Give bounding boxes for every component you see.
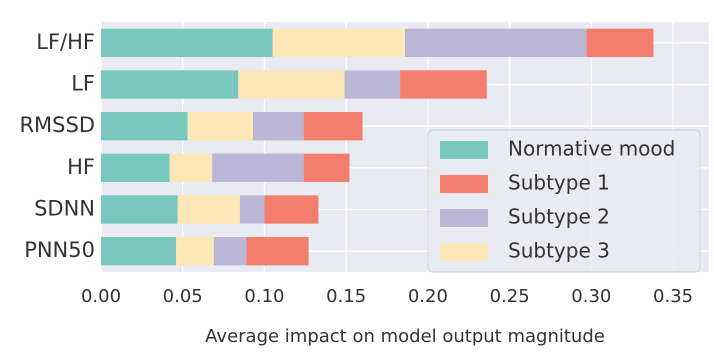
x-tick-label: 0.00 bbox=[81, 286, 121, 307]
legend-label: Subtype 2 bbox=[508, 205, 610, 229]
y-tick-label: PNN50 bbox=[24, 238, 95, 262]
x-axis-label: Average impact on model output magnitude bbox=[205, 326, 605, 347]
bar-segment bbox=[253, 112, 304, 141]
bar-segment bbox=[586, 28, 654, 57]
x-tick-label: 0.05 bbox=[163, 286, 203, 307]
legend-swatch bbox=[440, 209, 488, 227]
x-tick-label: 0.20 bbox=[408, 286, 448, 307]
y-tick-label: HF bbox=[67, 155, 95, 179]
bar-segment bbox=[344, 70, 401, 99]
legend-swatch bbox=[440, 141, 488, 159]
bar-segment bbox=[303, 112, 363, 141]
bar-segment bbox=[101, 237, 177, 266]
bar-segment bbox=[101, 28, 273, 57]
x-tick-label: 0.15 bbox=[326, 286, 366, 307]
bar-segment bbox=[176, 237, 214, 266]
x-tick-label: 0.35 bbox=[653, 286, 693, 307]
bar-segment bbox=[101, 153, 170, 182]
bar-segment bbox=[177, 195, 240, 224]
bar-segment bbox=[187, 112, 253, 141]
bar-segment bbox=[238, 70, 345, 99]
legend-box bbox=[427, 129, 701, 273]
x-tick-label: 0.25 bbox=[490, 286, 530, 307]
bar-segment bbox=[405, 28, 587, 57]
y-tick-label: RMSSD bbox=[19, 113, 95, 137]
legend-label: Subtype 3 bbox=[508, 239, 610, 263]
legend-label: Normative mood bbox=[508, 137, 675, 161]
bar-segment bbox=[213, 237, 247, 266]
x-tick-label: 0.30 bbox=[571, 286, 611, 307]
x-tick-label: 0.10 bbox=[244, 286, 284, 307]
bar-segment bbox=[264, 195, 319, 224]
bar-segment bbox=[303, 153, 350, 182]
legend-label: Subtype 1 bbox=[508, 171, 610, 195]
bar-segment bbox=[101, 112, 188, 141]
legend-swatch bbox=[440, 175, 488, 193]
bar-segment bbox=[101, 70, 239, 99]
bar-segment bbox=[272, 28, 405, 57]
y-tick-label: LF/HF bbox=[36, 30, 95, 54]
bar-segment bbox=[239, 195, 265, 224]
bar-segment bbox=[101, 195, 178, 224]
bar-segment bbox=[169, 153, 213, 182]
bar-segment bbox=[246, 237, 309, 266]
bar-segment bbox=[400, 70, 487, 99]
bar-segment bbox=[212, 153, 304, 182]
legend-swatch bbox=[440, 243, 488, 261]
y-tick-label: LF bbox=[71, 72, 95, 96]
y-tick-label: SDNN bbox=[34, 197, 95, 221]
